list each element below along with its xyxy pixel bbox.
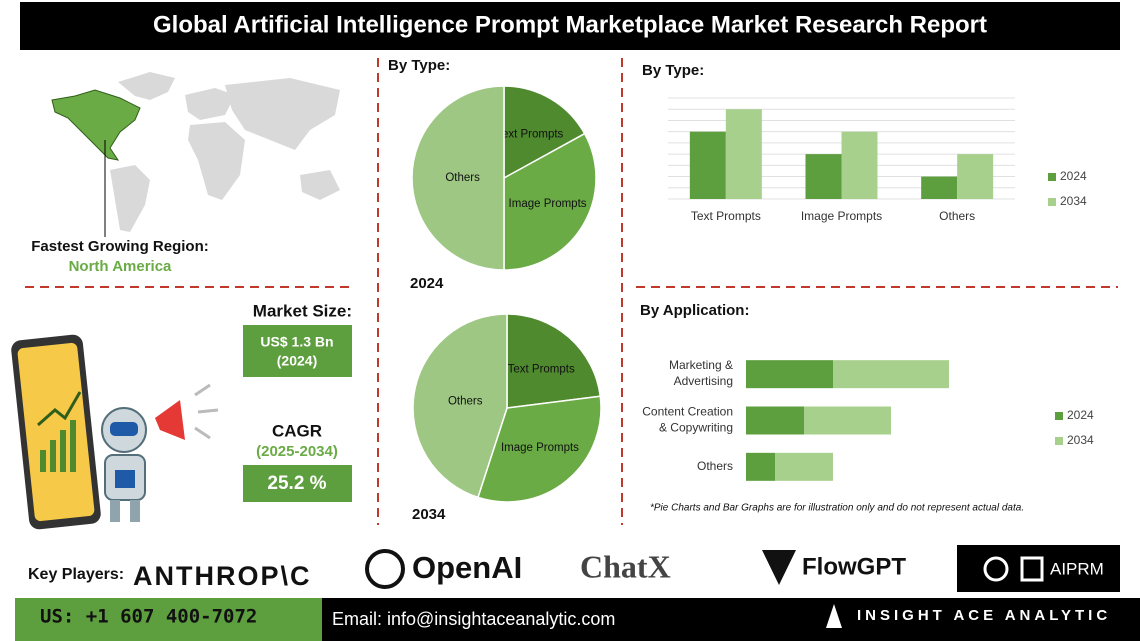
chart-title: By Type:: [388, 57, 450, 74]
legend-swatch: [1055, 412, 1063, 420]
bar-segment: [833, 360, 949, 389]
key-players-label: Key Players:: [28, 566, 124, 583]
pie-year: 2024: [410, 275, 444, 292]
x-tick-label: Image Prompts: [801, 209, 882, 223]
player-logo: OpenAI: [412, 550, 522, 585]
header-bar: [20, 2, 1120, 50]
bar-segment: [746, 406, 804, 435]
note: *Pie Charts and Bar Graphs are for illus…: [650, 503, 1024, 514]
legend-swatch: [1048, 198, 1056, 206]
footer-phone-box: [15, 598, 322, 641]
pie-slice: [477, 395, 602, 503]
y-tick-label: Content Creation & Copywriting: [642, 405, 733, 435]
slice-label: Image Prompts: [509, 198, 587, 210]
market-size-label: Market Size:: [253, 301, 352, 320]
pie-slice: [506, 313, 602, 409]
region-label: Fastest Growing Region:: [31, 238, 209, 255]
footer-bar: [322, 598, 1140, 641]
bar: [805, 154, 842, 199]
x-tick-label: Others: [939, 209, 975, 223]
market-size-box: [243, 325, 352, 377]
cagr-value: 25.2 %: [267, 473, 326, 494]
y-tick-label: Others: [697, 459, 733, 473]
x-tick-label: Text Prompts: [691, 209, 761, 223]
chart-title: By Type:: [642, 62, 704, 79]
title: Global Artificial Intelligence Prompt Ma…: [153, 11, 987, 38]
slice-label: Others: [448, 395, 483, 407]
slice-label: Others: [445, 172, 480, 184]
chart-title: By Application:: [640, 302, 749, 319]
brand-icon: [826, 604, 842, 628]
player-logo: ChatX: [580, 548, 671, 584]
illustration: [11, 334, 219, 530]
openai-icon: [365, 549, 405, 589]
bar-segment: [746, 360, 833, 389]
bar: [957, 154, 994, 199]
email: Email: info@insightaceanalytic.com: [332, 609, 615, 629]
bar-segment: [775, 452, 833, 481]
player-logo: FlowGPT: [802, 553, 906, 580]
pie-year: 2034: [412, 506, 446, 523]
cagr-box: [243, 465, 352, 502]
aiprm-icon: [983, 556, 1009, 582]
legend-swatch: [1055, 437, 1063, 445]
aiprm-icon: [1020, 556, 1044, 582]
bar: [841, 131, 878, 199]
phone: US: +1 607 400-7072: [40, 606, 257, 628]
legend-swatch: [1048, 173, 1056, 181]
legend-label: 2024: [1060, 169, 1087, 183]
pie-slice: [412, 313, 508, 499]
legend-label: 2034: [1067, 433, 1094, 447]
pie-slice: [503, 132, 597, 271]
bar: [725, 109, 762, 199]
player-logo: AIPRM: [1050, 559, 1104, 578]
charts: Text Prompts Image Prompts Others Text Prom…: [411, 85, 1094, 503]
bar-segment: [746, 452, 775, 481]
market-size-year: (2024): [277, 353, 317, 369]
legend-label: 2034: [1060, 194, 1087, 208]
cagr-period: (2025-2034): [256, 443, 338, 460]
pie-slice: [411, 85, 505, 271]
market-size-value: US$ 1.3 Bn: [260, 334, 333, 350]
legend-label: 2024: [1067, 408, 1094, 422]
region-value: North America: [69, 258, 172, 275]
cagr-label: CAGR: [272, 421, 322, 440]
world-map: [51, 72, 340, 237]
player-logo: ANTHROP\C: [133, 561, 312, 591]
slice-label: Text Prompts: [508, 363, 575, 375]
bar: [921, 176, 958, 199]
flowgpt-icon: [762, 550, 796, 585]
slice-label: Text Prompts: [496, 128, 563, 140]
bar: [689, 131, 726, 199]
brand: INSIGHT ACE ANALYTIC: [857, 607, 1111, 624]
pie-slice: [503, 85, 586, 180]
bar-segment: [804, 406, 891, 435]
y-tick-label: Marketing & Advertising: [669, 358, 733, 388]
slice-label: Image Prompts: [501, 442, 579, 454]
